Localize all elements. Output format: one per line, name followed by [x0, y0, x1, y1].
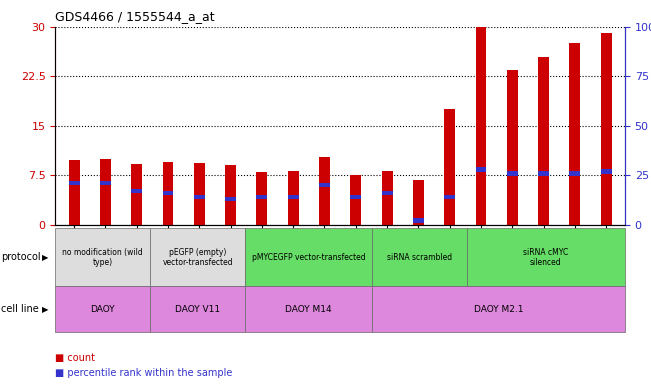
Bar — [194, 163, 205, 225]
Text: DAOY M14: DAOY M14 — [285, 305, 332, 314]
Text: ■ count: ■ count — [55, 353, 95, 363]
Bar — [256, 195, 268, 199]
Text: pEGFP (empty)
vector-transfected: pEGFP (empty) vector-transfected — [163, 248, 233, 267]
Bar — [225, 166, 236, 225]
Bar — [413, 180, 424, 225]
Bar — [132, 164, 142, 225]
Bar — [507, 70, 518, 225]
Bar — [350, 195, 361, 199]
Text: ▶: ▶ — [42, 305, 49, 314]
Bar — [100, 181, 111, 185]
Text: protocol: protocol — [1, 252, 41, 262]
Text: DAOY M2.1: DAOY M2.1 — [474, 305, 523, 314]
Text: ▶: ▶ — [42, 253, 49, 262]
Bar — [132, 189, 142, 193]
Text: siRNA cMYC
silenced: siRNA cMYC silenced — [523, 248, 568, 267]
Bar — [381, 191, 393, 195]
Bar — [288, 171, 299, 225]
Bar — [570, 171, 580, 175]
Text: GDS4466 / 1555544_a_at: GDS4466 / 1555544_a_at — [55, 10, 215, 23]
Bar — [507, 171, 518, 175]
Bar — [225, 197, 236, 201]
Text: DAOY V11: DAOY V11 — [175, 305, 220, 314]
Bar — [163, 162, 173, 225]
Bar — [194, 195, 205, 199]
Bar — [601, 33, 612, 225]
Bar — [475, 27, 486, 225]
Bar — [538, 171, 549, 175]
Bar — [350, 175, 361, 225]
Text: siRNA scrambled: siRNA scrambled — [387, 253, 452, 262]
Text: cell line: cell line — [1, 304, 39, 314]
Bar — [538, 56, 549, 225]
Bar — [601, 169, 612, 174]
Text: DAOY: DAOY — [90, 305, 115, 314]
Bar — [319, 183, 330, 187]
Bar — [381, 171, 393, 225]
Bar — [444, 195, 455, 199]
Bar — [288, 195, 299, 199]
Bar — [256, 172, 268, 225]
Bar — [475, 167, 486, 172]
Text: ■ percentile rank within the sample: ■ percentile rank within the sample — [55, 368, 232, 378]
Bar — [319, 157, 330, 225]
Bar — [68, 160, 79, 225]
Bar — [444, 109, 455, 225]
Text: pMYCEGFP vector-transfected: pMYCEGFP vector-transfected — [252, 253, 365, 262]
Bar — [413, 218, 424, 223]
Bar — [570, 43, 580, 225]
Bar — [100, 159, 111, 225]
Bar — [68, 181, 79, 185]
Bar — [163, 191, 173, 195]
Text: no modification (wild
type): no modification (wild type) — [62, 248, 143, 267]
